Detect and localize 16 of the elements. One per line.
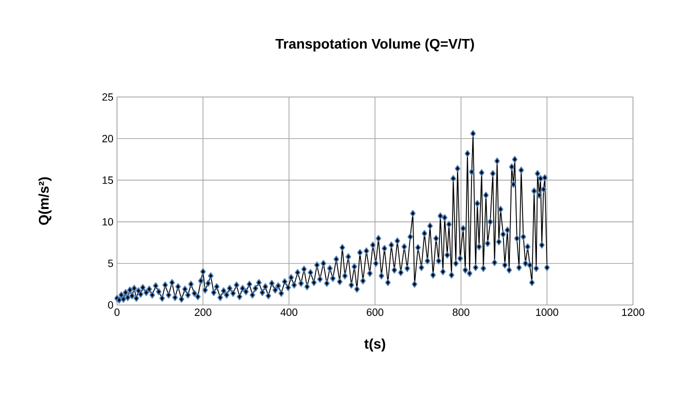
y-tick-label: 25 (102, 93, 114, 101)
x-tick-label: 0 (114, 308, 120, 316)
x-tick-label: 600 (366, 308, 384, 316)
y-tick-label: 0 (108, 301, 114, 309)
y-tick-label: 20 (102, 134, 114, 142)
x-tick-label: 200 (194, 308, 212, 316)
x-tick-label: 400 (280, 308, 298, 316)
y-tick-label: 5 (108, 260, 114, 268)
x-tick-label: 1000 (536, 308, 558, 316)
y-axis-title: Q(m/s²) (38, 177, 52, 225)
y-tick-label: 15 (102, 176, 114, 184)
x-axis-title: t(s) (364, 338, 386, 352)
x-tick-label: 1200 (622, 308, 644, 316)
y-tick-label: 10 (102, 218, 114, 226)
chart-title: Transpotation Volume (Q=V/T) (276, 38, 474, 52)
x-tick-label: 800 (452, 308, 470, 316)
